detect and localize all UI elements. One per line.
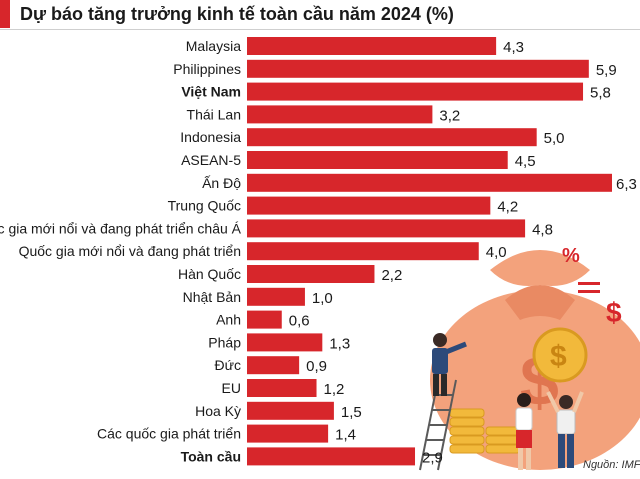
value-label: 3,2 [439, 107, 460, 124]
bars-layer: Malaysia 4,3 Philippines 5,9 Việt Nam 5,8 Thái… [0, 37, 637, 466]
bar [247, 37, 497, 55]
category-label: Quốc gia mới nổi và đang phát triển [19, 243, 241, 259]
category-label: Các quốc gia phát triển [97, 426, 241, 442]
value-label: 2,2 [381, 267, 402, 284]
value-label: 1,2 [324, 381, 345, 398]
bar [247, 356, 300, 375]
coin-large-icon [532, 327, 588, 383]
money-bag-neck [505, 285, 575, 320]
category-label: Thái Lan [187, 106, 241, 122]
money-bag-top [490, 250, 590, 286]
category-label: EU [222, 380, 241, 396]
bar [247, 287, 305, 306]
bar [247, 424, 329, 443]
bar [247, 151, 508, 169]
bar [247, 59, 589, 78]
bar [247, 310, 282, 329]
bar [247, 196, 491, 215]
chart-title: Dự báo tăng trưởng kinh tế toàn cầu năm … [20, 4, 454, 24]
bar [247, 173, 612, 192]
coin-dollar-icon: $ [550, 340, 567, 373]
value-label: 0,6 [289, 313, 310, 330]
person-woman-icon [515, 393, 533, 470]
category-label: Đức [215, 357, 241, 373]
bar [247, 379, 317, 397]
person-man-icon [546, 391, 584, 468]
category-label: Indonesia [180, 129, 241, 145]
source-note: Nguồn: IMF [583, 459, 640, 471]
person-climbing-icon [432, 333, 467, 396]
value-label: 1,0 [312, 290, 333, 307]
value-label: 1,3 [329, 335, 350, 352]
value-label: 1,5 [341, 404, 362, 421]
category-label: Philippines [173, 61, 241, 77]
category-label: Pháp [208, 334, 241, 350]
category-label: Việt Nam [181, 84, 241, 100]
category-label: Anh [216, 312, 241, 328]
value-label: 0,9 [306, 358, 327, 375]
percent-icon: % [562, 245, 580, 267]
category-label: Ấn Độ [202, 175, 241, 191]
category-label: Hàn Quốc [178, 266, 241, 282]
value-label: 2,9 [422, 449, 443, 466]
bar [247, 105, 433, 124]
equals-bar-bottom-icon [578, 290, 600, 293]
category-label: Nhật Bản [183, 289, 241, 305]
category-label: Quốc gia mới nổi và đang phát triển châu… [0, 220, 242, 236]
value-label: 5,8 [590, 85, 611, 102]
value-label: 4,8 [532, 221, 553, 238]
value-label: 4,2 [497, 199, 518, 216]
title-bar: Dự báo tăng trưởng kinh tế toàn cầu năm … [0, 0, 640, 28]
category-label: Malaysia [186, 38, 241, 54]
bar [247, 82, 584, 101]
value-label: 5,0 [544, 130, 565, 147]
bar [247, 242, 479, 261]
bar [247, 401, 334, 420]
coin-stack-icon [449, 408, 521, 454]
value-label: 5,9 [596, 62, 617, 79]
value-label: 1,4 [335, 427, 356, 444]
value-label: 4,0 [486, 244, 507, 261]
category-label: Trung Quốc [168, 198, 241, 214]
bar [247, 333, 323, 352]
value-label: 4,3 [503, 39, 524, 56]
category-label: Toàn cầu [181, 448, 241, 464]
bar [247, 219, 526, 238]
red-dollar-icon: $ [606, 297, 622, 328]
bar [247, 447, 416, 466]
category-label: ASEAN-5 [181, 152, 241, 168]
money-bag-illustration: $ $ % $ [419, 245, 640, 471]
category-label: Hoa Kỳ [195, 403, 241, 419]
title-accent-bar [0, 0, 10, 28]
value-label: 4,5 [515, 153, 536, 170]
bar [247, 128, 537, 147]
title-divider [0, 29, 640, 30]
value-label: 6,3 [616, 176, 637, 193]
equals-bar-top-icon [578, 282, 600, 285]
bar [247, 265, 375, 283]
